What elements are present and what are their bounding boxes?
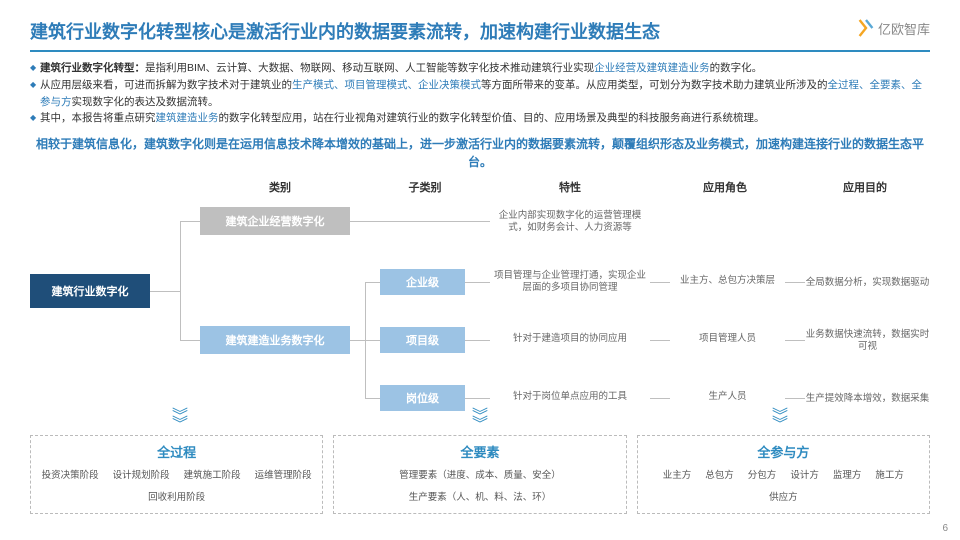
purpose-text: 全局数据分析，实现数据驱动	[805, 269, 930, 297]
purpose-text: 生产提效降本增效，数据采集	[805, 385, 930, 413]
section-item: 生产要素（人、机、料、法、环）	[409, 489, 552, 503]
bottom-sections: 全过程投资决策阶段设计规划阶段建筑施工阶段运维管理阶段回收利用阶段全要素管理要素…	[30, 435, 930, 514]
section-item: 业主方	[663, 467, 692, 481]
subcategory-node: 企业级	[380, 269, 465, 295]
chevron-down-icon: ︾︾	[172, 413, 188, 429]
role-text: 业主方、总包方决策层	[670, 275, 785, 287]
section-item: 管理要素（进度、成本、质量、安全）	[399, 467, 561, 481]
chevron-row: ︾︾ ︾︾ ︾︾	[30, 413, 930, 429]
bullet-item: 从应用层级来看，可进而拆解为数字技术对于建筑业的生产模式、项目管理模式、企业决策…	[30, 77, 930, 111]
hierarchy-diagram: 类别 子类别 特性 应用角色 应用目的 建筑行业数字化 建筑企业经营数字化 建筑…	[30, 179, 930, 409]
role-text: 项目管理人员	[670, 333, 785, 345]
feature-text: 针对于建造项目的协同应用	[490, 333, 650, 345]
col-header: 应用目的	[805, 179, 925, 195]
section-title: 全过程	[39, 442, 314, 461]
category-node: 建筑建造业务数字化	[200, 326, 350, 354]
section-items: 业主方总包方分包方设计方监理方施工方供应方	[646, 467, 921, 503]
section-item: 总包方	[705, 467, 734, 481]
category-node: 建筑企业经营数字化	[200, 207, 350, 235]
section-item: 监理方	[833, 467, 862, 481]
col-header: 应用角色	[670, 179, 780, 195]
section-item: 回收利用阶段	[148, 489, 205, 503]
chevron-down-icon: ︾︾	[772, 413, 788, 429]
subcategory-node: 项目级	[380, 327, 465, 353]
section-item: 建筑施工阶段	[184, 467, 241, 481]
role-text: 生产人员	[670, 391, 785, 403]
feature-text: 项目管理与企业管理打通，实现企业层面的多项目协同管理	[490, 267, 650, 297]
subtitle: 相较于建筑信息化，建筑数字化则是在运用信息技术降本增效的基础上，进一步激活行业内…	[30, 135, 930, 171]
section-item: 设计规划阶段	[113, 467, 170, 481]
col-header: 子类别	[390, 179, 460, 195]
section-item: 设计方	[790, 467, 819, 481]
section-item: 运维管理阶段	[255, 467, 312, 481]
section-box: 全参与方业主方总包方分包方设计方监理方施工方供应方	[637, 435, 930, 514]
section-item: 分包方	[748, 467, 777, 481]
subcategory-node: 岗位级	[380, 385, 465, 411]
section-items: 管理要素（进度、成本、质量、安全） 生产要素（人、机、料、法、环）	[342, 467, 617, 503]
chevron-down-icon: ︾︾	[472, 413, 488, 429]
section-box: 全要素管理要素（进度、成本、质量、安全） 生产要素（人、机、料、法、环）	[333, 435, 626, 514]
logo: 亿欧智库	[858, 18, 930, 38]
bullet-list: 建筑行业数字化转型：是指利用BIM、云计算、大数据、物联网、移动互联网、人工智能…	[30, 60, 930, 127]
section-items: 投资决策阶段设计规划阶段建筑施工阶段运维管理阶段回收利用阶段	[39, 467, 314, 503]
col-header: 类别	[230, 179, 330, 195]
feature-text: 针对于岗位单点应用的工具	[490, 391, 650, 403]
feature-text: 企业内部实现数字化的运营管理模式，如财务会计、人力资源等	[490, 207, 650, 237]
page-number: 6	[942, 523, 948, 534]
purpose-text: 业务数据快速流转，数据实时可视	[805, 327, 930, 355]
section-title: 全要素	[342, 442, 617, 461]
bullet-item: 其中，本报告将重点研究建筑建造业务的数字化转型应用，站在行业视角对建筑行业的数字…	[30, 110, 930, 127]
col-header: 特性	[500, 179, 640, 195]
bullet-item: 建筑行业数字化转型：是指利用BIM、云计算、大数据、物联网、移动互联网、人工智能…	[30, 60, 930, 77]
section-item: 供应方	[769, 489, 798, 503]
root-node: 建筑行业数字化	[30, 274, 150, 308]
section-title: 全参与方	[646, 442, 921, 461]
page-title: 建筑行业数字化转型核心是激活行业内的数据要素流转，加速构建行业数据生态	[30, 18, 660, 44]
section-box: 全过程投资决策阶段设计规划阶段建筑施工阶段运维管理阶段回收利用阶段	[30, 435, 323, 514]
section-item: 施工方	[875, 467, 904, 481]
section-item: 投资决策阶段	[42, 467, 99, 481]
